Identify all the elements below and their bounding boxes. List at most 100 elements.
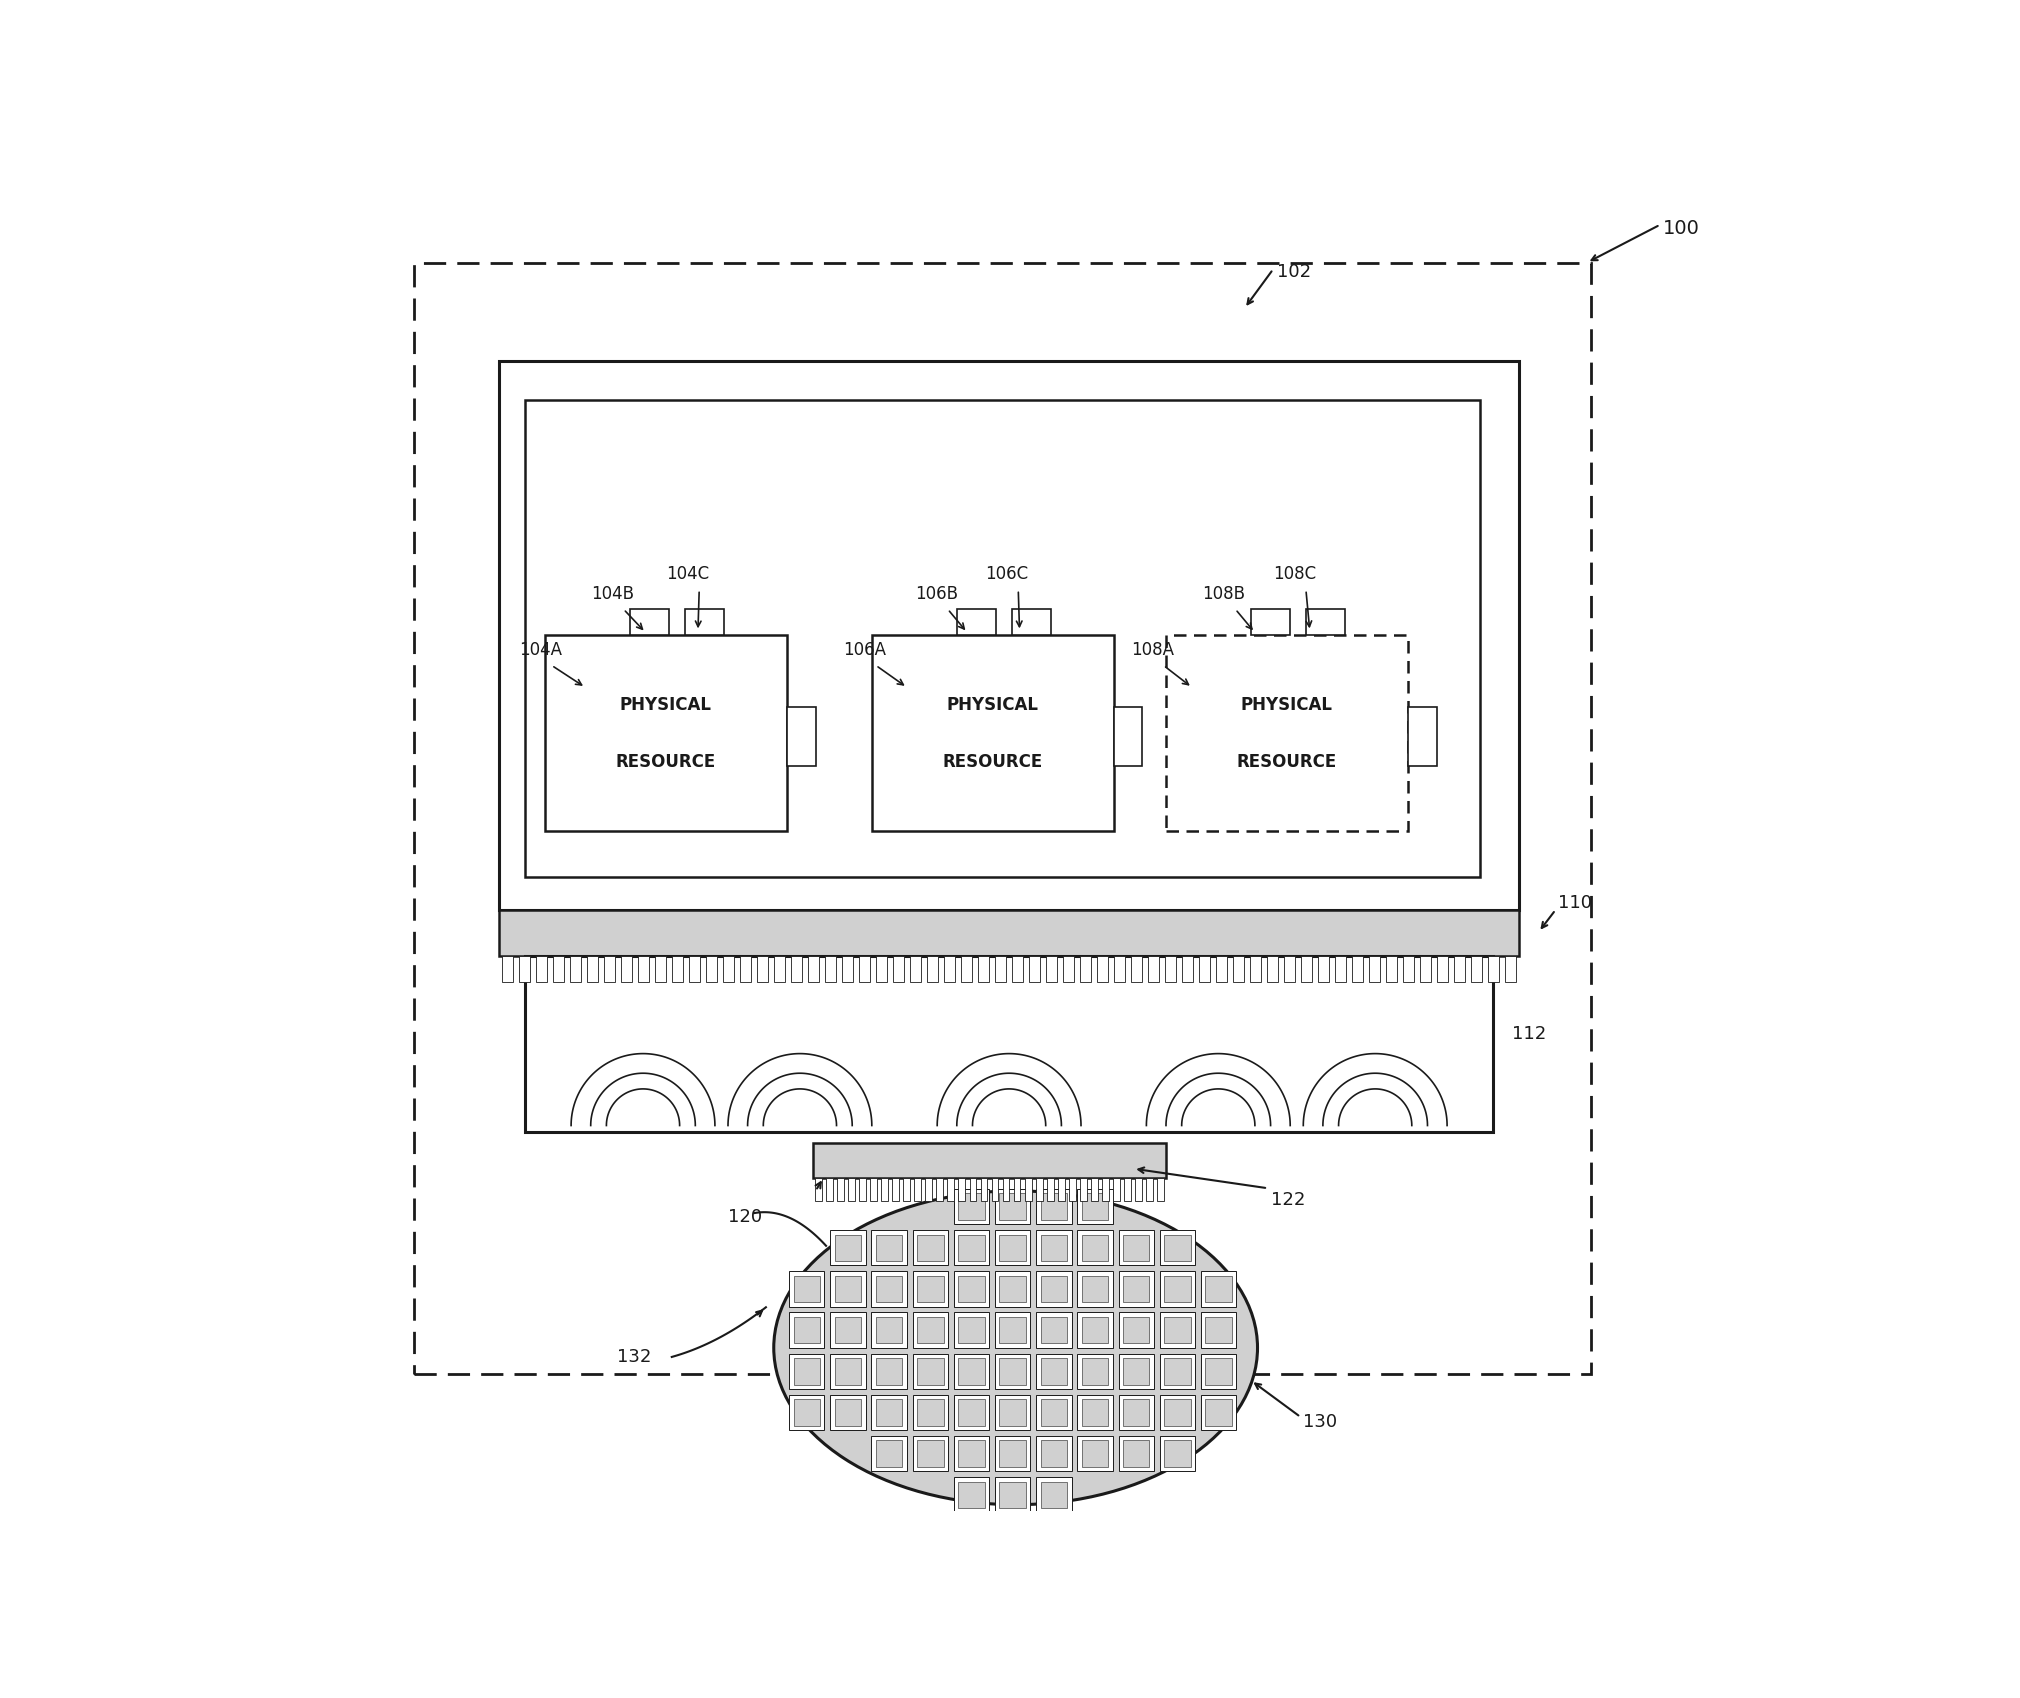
Bar	[1386, 956, 1396, 981]
Bar	[1182, 956, 1194, 981]
Bar	[1123, 1318, 1149, 1343]
Text: 106B: 106B	[915, 584, 957, 603]
Bar	[834, 1234, 861, 1262]
Bar	[842, 956, 852, 981]
Bar	[1040, 1194, 1067, 1219]
Bar	[996, 1437, 1030, 1472]
Bar	[638, 956, 648, 981]
Bar	[1370, 956, 1380, 981]
Bar	[834, 1275, 861, 1302]
Bar	[953, 1313, 990, 1348]
Bar	[1077, 1272, 1113, 1306]
Bar	[1135, 1178, 1141, 1202]
Bar	[927, 956, 937, 981]
Bar	[1083, 1275, 1109, 1302]
Bar	[911, 956, 921, 981]
Bar	[1335, 956, 1345, 981]
Bar	[788, 706, 816, 766]
Bar	[1069, 1178, 1075, 1202]
Text: 104B: 104B	[590, 584, 634, 603]
Bar	[707, 956, 717, 981]
Text: PHYSICAL: PHYSICAL	[947, 696, 1038, 713]
Bar	[858, 956, 871, 981]
Bar	[1046, 1178, 1054, 1202]
Bar	[915, 1178, 921, 1202]
Bar	[1081, 1178, 1087, 1202]
Bar	[834, 1318, 861, 1343]
Bar	[1083, 1234, 1109, 1262]
Bar	[1012, 610, 1050, 635]
Bar	[1119, 1272, 1153, 1306]
Bar	[937, 1178, 943, 1202]
Bar	[1040, 1275, 1067, 1302]
Bar	[917, 1318, 943, 1343]
Bar	[689, 956, 699, 981]
Bar	[1036, 1272, 1071, 1306]
Bar	[858, 1178, 867, 1202]
Bar	[996, 1394, 1030, 1430]
Bar	[1036, 1477, 1071, 1513]
Bar	[499, 360, 1519, 910]
Bar	[1159, 1394, 1196, 1430]
Bar	[654, 956, 667, 981]
Bar	[414, 263, 1592, 1374]
Bar	[996, 1477, 1030, 1513]
Bar	[1000, 1440, 1026, 1467]
Bar	[917, 1399, 943, 1426]
Bar	[1351, 956, 1364, 981]
Bar	[1000, 1482, 1026, 1508]
Bar	[826, 1178, 832, 1202]
Bar	[978, 956, 990, 981]
Bar	[893, 956, 903, 981]
Bar	[1159, 1353, 1196, 1389]
Bar	[588, 956, 598, 981]
Bar	[1200, 956, 1210, 981]
Bar	[1123, 1178, 1131, 1202]
Bar	[1404, 956, 1414, 981]
Bar	[1166, 635, 1408, 832]
Bar	[871, 1178, 877, 1202]
Bar	[1119, 1313, 1153, 1348]
Text: 112: 112	[1513, 1026, 1547, 1043]
Bar	[1077, 1394, 1113, 1430]
Bar	[1036, 1394, 1071, 1430]
Bar	[794, 1275, 820, 1302]
Bar	[830, 1272, 867, 1306]
Bar	[871, 1394, 907, 1430]
Bar	[957, 1234, 984, 1262]
Bar	[917, 1275, 943, 1302]
Bar	[1202, 1394, 1236, 1430]
Bar	[723, 956, 733, 981]
Bar	[871, 1272, 907, 1306]
Bar	[1164, 1399, 1190, 1426]
Bar	[917, 1234, 943, 1262]
Bar	[1123, 1358, 1149, 1384]
Bar	[1123, 1440, 1149, 1467]
Bar	[604, 956, 614, 981]
Bar	[1267, 956, 1279, 981]
Bar	[877, 1275, 903, 1302]
Bar	[1505, 956, 1515, 981]
Bar	[957, 1318, 984, 1343]
Bar	[622, 956, 632, 981]
Bar	[1206, 1358, 1232, 1384]
Bar	[830, 1353, 867, 1389]
Bar	[1083, 1318, 1109, 1343]
Bar	[758, 956, 768, 981]
Bar	[1101, 1178, 1109, 1202]
Bar	[1036, 1229, 1071, 1265]
Bar	[1000, 1234, 1026, 1262]
Text: 132: 132	[616, 1348, 650, 1365]
Bar	[962, 956, 972, 981]
Bar	[913, 1394, 947, 1430]
Bar	[1166, 956, 1176, 981]
Bar	[1113, 1178, 1119, 1202]
Bar	[1040, 1440, 1067, 1467]
Bar	[1319, 956, 1329, 981]
Bar	[792, 956, 802, 981]
Bar	[1164, 1440, 1190, 1467]
Bar	[953, 1437, 990, 1472]
Bar	[957, 1178, 966, 1202]
Bar	[957, 1399, 984, 1426]
Bar	[957, 1482, 984, 1508]
